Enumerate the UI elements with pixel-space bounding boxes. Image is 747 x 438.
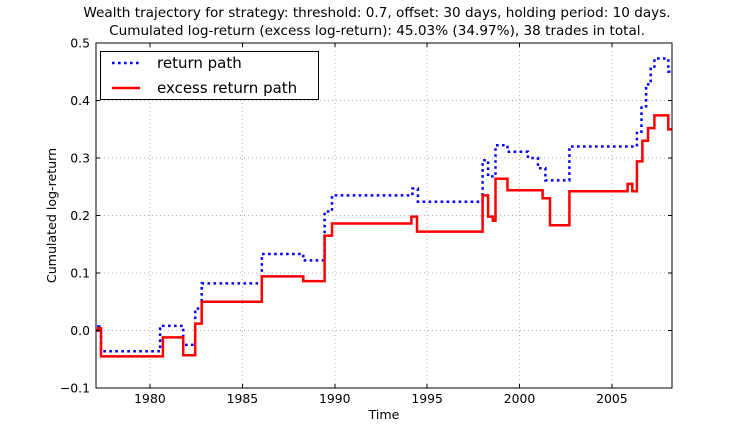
legend-box [100,51,319,100]
excess-return-path-line [96,114,672,358]
y-tick-label: 0.4 [70,93,90,108]
axis-tick-labels: 1980 1985 1990 1995 2000 2005 −0.1 0.0 0.1 0.2 0.3… [60,36,628,407]
y-tick-label: 0.3 [70,151,90,166]
x-tick-label: 2005 [596,391,628,406]
x-tick-label: 2000 [504,391,536,406]
legend-label-return-path: return path [157,54,242,72]
y-tick-label: −0.1 [60,381,90,396]
y-tick-label: 0.1 [70,266,90,281]
x-tick-label: 1990 [319,391,351,406]
x-tick-label: 1995 [411,391,443,406]
axis-ticks [96,42,672,389]
series-lines [96,57,672,358]
chart-title-line2: Cumulated log-return (excess log-return)… [109,23,645,39]
x-tick-label: 1985 [227,391,259,406]
x-tick-label: 1980 [134,391,166,406]
y-axis-label: Cumulated log-return [44,148,59,283]
grid-lines [96,43,672,388]
return-path-line [96,57,672,353]
y-tick-label: 0.2 [70,208,90,223]
y-tick-label: 0.0 [70,323,90,338]
x-axis-label: Time [368,407,400,422]
chart-title-line1: Wealth trajectory for strategy: threshol… [83,5,670,21]
legend-label-excess-return-path: excess return path [157,79,297,97]
y-tick-label: 0.5 [70,36,90,51]
legend: return path excess return path [100,51,319,100]
